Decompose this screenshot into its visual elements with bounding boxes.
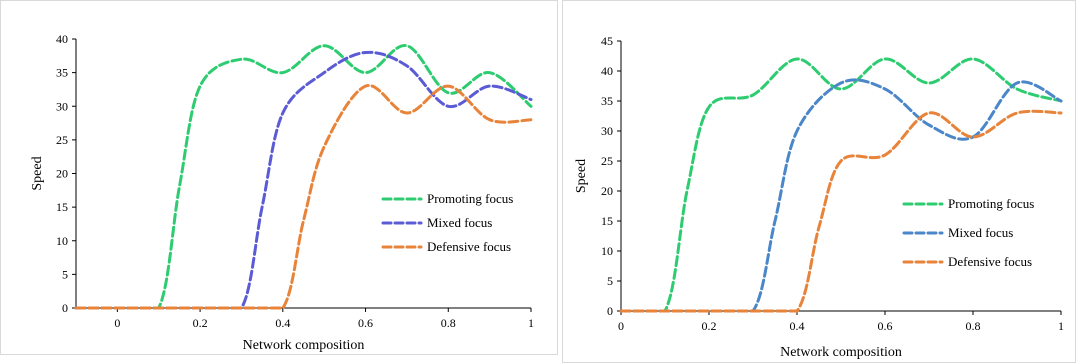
y-tick-label: 20 <box>601 184 613 198</box>
x-tick-label: 0.6 <box>878 319 893 333</box>
legend-label-defensive-focus: Defensive focus <box>427 239 511 254</box>
x-tick-label: 0.4 <box>275 316 290 330</box>
series-line-defensive-focus <box>74 84 533 310</box>
series-line-promoting-focus <box>74 44 533 310</box>
x-tick-label: 1 <box>1058 319 1064 333</box>
y-tick-label: 30 <box>56 99 68 113</box>
left-chart-panel: 0 5 10 15 20 25 30 35 40 0 0.2 0.4 0.6 0.8 1 Network co… <box>0 0 558 355</box>
x-axis-title: Network composition <box>780 345 902 360</box>
y-tick-label: 20 <box>56 167 68 181</box>
legend-label-promoting-focus: Promoting focus <box>948 196 1034 211</box>
y-axis-title: Speed <box>574 159 589 193</box>
y-tick-label: 30 <box>601 124 613 138</box>
y-tick-label: 15 <box>601 214 613 228</box>
right-chart-panel: 0 5 10 15 20 25 30 35 40 45 0 0.2 0.4 0.6 0.8 1 Network … <box>562 0 1076 363</box>
x-tick-label: 0.4 <box>790 319 805 333</box>
left-chart: 0 5 10 15 20 25 30 35 40 0 0.2 0.4 0.6 0.8 1 Network co… <box>30 32 534 353</box>
legend-label-defensive-focus: Defensive focus <box>948 254 1032 269</box>
y-tick-label: 25 <box>56 133 68 147</box>
legend-label-mixed-focus: Mixed focus <box>427 215 492 230</box>
series-line-defensive-focus <box>619 109 1063 313</box>
x-tick-label: 0 <box>618 319 624 333</box>
right-chart: 0 5 10 15 20 25 30 35 40 45 0 0.2 0.4 0.6 0.8 1 Network … <box>574 34 1064 360</box>
y-tick-label: 40 <box>56 32 68 46</box>
x-tick-label: 0.6 <box>358 316 373 330</box>
series-line-promoting-focus <box>619 57 1063 313</box>
y-tick-label: 45 <box>601 34 613 48</box>
y-tick-label: 5 <box>607 274 613 288</box>
legend-label-mixed-focus: Mixed focus <box>948 225 1013 240</box>
x-tick-label: 0.2 <box>702 319 717 333</box>
y-tick-label: 35 <box>56 66 68 80</box>
series-line-mixed-focus <box>74 50 533 310</box>
y-tick-label: 0 <box>62 301 68 315</box>
x-tick-label: 1 <box>528 316 534 330</box>
y-axis-title: Speed <box>30 156 45 190</box>
x-tick-label: 0.8 <box>441 316 456 330</box>
x-axis-title: Network composition <box>243 338 365 353</box>
x-tick-label: 0.8 <box>966 319 981 333</box>
y-tick-label: 5 <box>62 267 68 281</box>
y-tick-label: 0 <box>607 304 613 318</box>
y-tick-label: 15 <box>56 200 68 214</box>
x-tick-label: 0 <box>114 316 120 330</box>
x-tick-label: 0.2 <box>193 316 208 330</box>
legend-label-promoting-focus: Promoting focus <box>427 191 513 206</box>
y-tick-label: 25 <box>601 154 613 168</box>
y-tick-label: 35 <box>601 94 613 108</box>
y-tick-label: 40 <box>601 64 613 78</box>
y-tick-label: 10 <box>56 234 68 248</box>
y-tick-label: 10 <box>601 244 613 258</box>
